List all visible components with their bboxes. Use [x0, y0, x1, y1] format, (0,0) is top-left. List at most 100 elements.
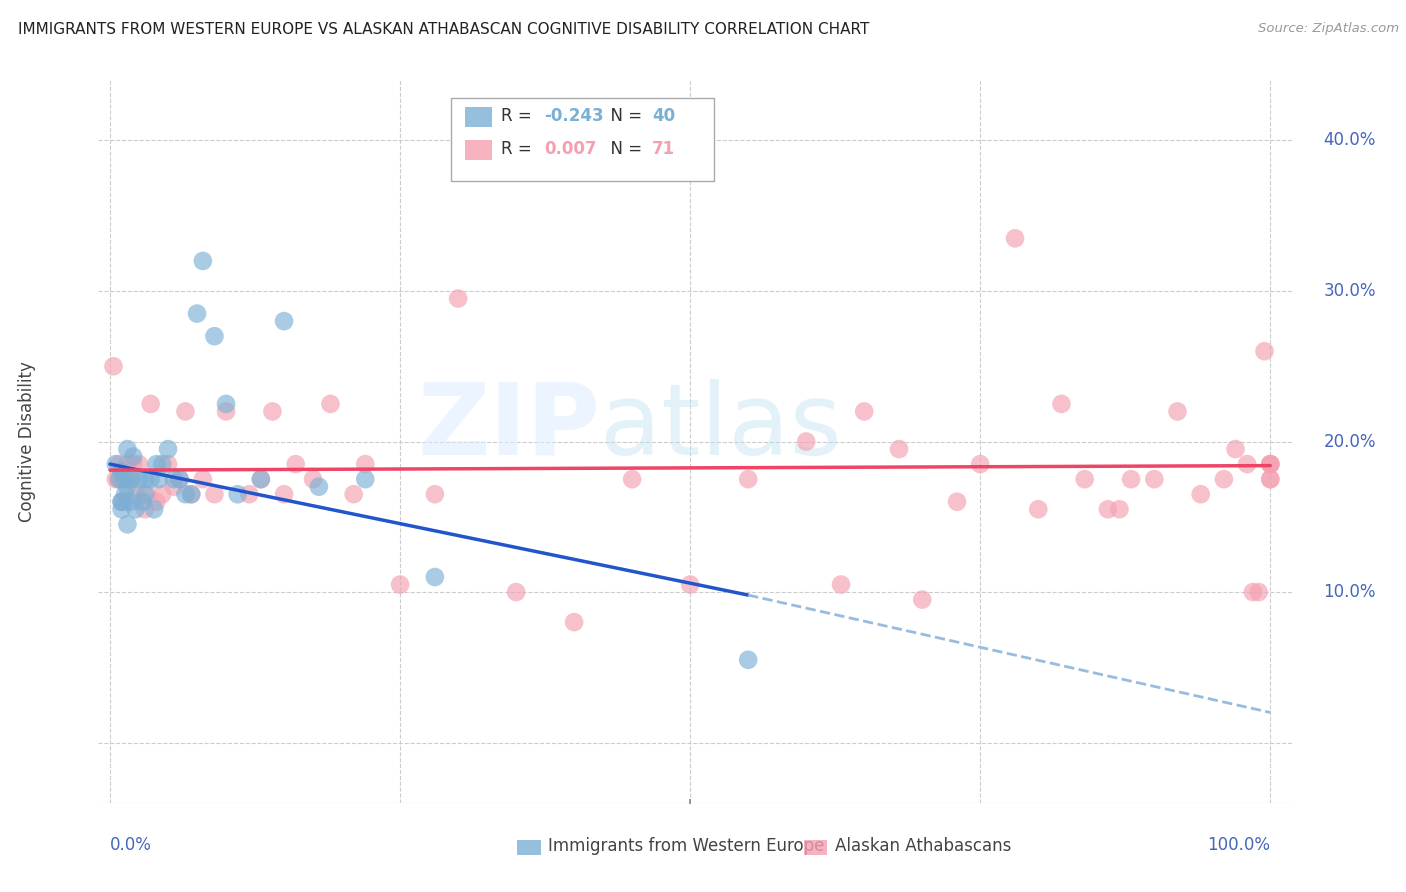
Text: Source: ZipAtlas.com: Source: ZipAtlas.com [1258, 22, 1399, 36]
Text: -0.243: -0.243 [544, 107, 603, 126]
Point [111, 465, 134, 479]
Bar [804, 840, 827, 855]
Point [354, 472, 377, 486]
Point [1073, 472, 1095, 486]
Point [887, 442, 910, 456]
Point [1119, 472, 1142, 486]
Point [679, 577, 702, 591]
Point [204, 487, 226, 501]
Point [319, 397, 342, 411]
Text: 100.0%: 100.0% [1208, 836, 1270, 854]
Point [134, 472, 156, 486]
Point [423, 570, 446, 584]
Point [1143, 472, 1166, 486]
Text: 10.0%: 10.0% [1323, 583, 1376, 601]
Text: Immigrants from Western Europe: Immigrants from Western Europe [548, 838, 824, 855]
Point [505, 585, 527, 599]
Point [120, 472, 142, 486]
Point [169, 472, 191, 486]
Point [112, 494, 135, 508]
Point [1241, 585, 1264, 599]
Point [308, 480, 330, 494]
Point [1258, 457, 1281, 471]
Point [389, 577, 412, 591]
Point [204, 329, 226, 343]
Point [830, 577, 852, 591]
Point [117, 480, 139, 494]
Point [111, 494, 134, 508]
Point [174, 487, 197, 501]
Point [238, 487, 260, 501]
Point [139, 397, 162, 411]
Point [215, 404, 238, 418]
Point [108, 472, 131, 486]
Point [447, 292, 470, 306]
Text: 0.0%: 0.0% [110, 836, 152, 854]
Point [134, 487, 156, 501]
Text: atlas: atlas [600, 378, 842, 475]
Text: R =: R = [501, 107, 537, 126]
Point [112, 472, 135, 486]
Point [946, 494, 969, 508]
Point [120, 472, 142, 486]
Point [120, 494, 142, 508]
Point [148, 472, 170, 486]
Point [262, 404, 284, 418]
Point [111, 465, 134, 479]
Point [273, 487, 295, 501]
Point [191, 253, 214, 268]
Point [117, 457, 139, 471]
Text: 40.0%: 40.0% [1323, 131, 1376, 150]
Point [969, 457, 991, 471]
Point [302, 472, 325, 486]
Point [1026, 502, 1049, 516]
Point [122, 457, 145, 471]
Point [131, 494, 153, 508]
Point [1247, 585, 1270, 599]
Point [284, 457, 307, 471]
Point [111, 472, 134, 486]
Point [174, 404, 197, 418]
Bar [517, 840, 541, 855]
Point [143, 502, 166, 516]
Point [1212, 472, 1234, 486]
Point [117, 442, 139, 456]
Text: 20.0%: 20.0% [1323, 433, 1376, 450]
Point [1189, 487, 1212, 501]
Point [169, 472, 191, 486]
Point [128, 457, 150, 471]
Point [737, 653, 759, 667]
Point [250, 472, 273, 486]
Point [1166, 404, 1188, 418]
Point [621, 472, 644, 486]
Point [150, 487, 173, 501]
Point [107, 472, 129, 486]
Point [157, 442, 180, 456]
Point [1225, 442, 1247, 456]
Point [104, 457, 127, 471]
Point [128, 472, 150, 486]
Point [124, 502, 146, 516]
FancyBboxPatch shape [451, 98, 714, 181]
Point [111, 494, 134, 508]
Point [1004, 231, 1026, 245]
Point [157, 457, 180, 471]
Text: Alaskan Athabascans: Alaskan Athabascans [835, 838, 1011, 855]
Point [354, 457, 377, 471]
Point [273, 314, 295, 328]
Point [853, 404, 876, 418]
Point [117, 472, 139, 486]
Point [911, 592, 934, 607]
Point [1258, 472, 1281, 486]
Bar [465, 107, 492, 128]
Point [114, 487, 136, 501]
Point [180, 487, 202, 501]
Point [108, 457, 131, 471]
Point [139, 472, 162, 486]
Text: 0.007: 0.007 [544, 140, 596, 158]
Point [186, 307, 208, 321]
Text: IMMIGRANTS FROM WESTERN EUROPE VS ALASKAN ATHABASCAN COGNITIVE DISABILITY CORREL: IMMIGRANTS FROM WESTERN EUROPE VS ALASKA… [18, 22, 870, 37]
Point [226, 487, 249, 501]
Point [1050, 397, 1073, 411]
Point [1258, 472, 1281, 486]
